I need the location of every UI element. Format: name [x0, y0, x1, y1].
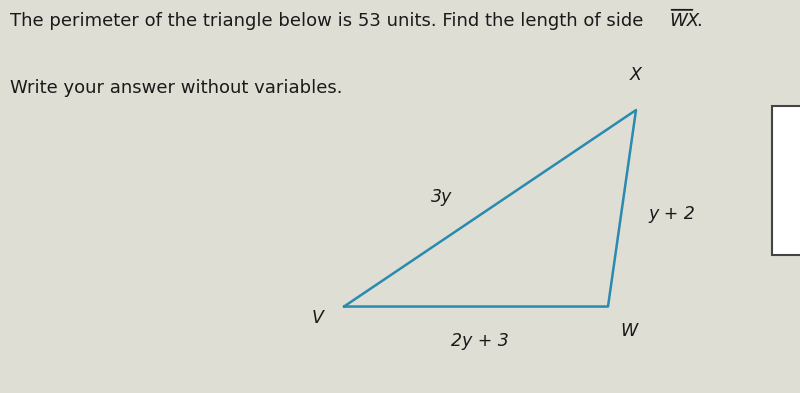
Text: V: V — [312, 309, 324, 327]
Text: X: X — [630, 66, 642, 84]
Text: .: . — [696, 12, 702, 30]
Text: W: W — [620, 322, 637, 340]
Text: The perimeter of the triangle below is 53 units. Find the length of side: The perimeter of the triangle below is 5… — [10, 12, 649, 30]
Text: Write your answer without variables.: Write your answer without variables. — [10, 79, 342, 97]
Text: y + 2: y + 2 — [648, 205, 694, 223]
Text: 3y: 3y — [430, 187, 452, 206]
Text: 2y + 3: 2y + 3 — [451, 332, 509, 350]
FancyBboxPatch shape — [772, 106, 800, 255]
Text: WX: WX — [669, 12, 699, 30]
